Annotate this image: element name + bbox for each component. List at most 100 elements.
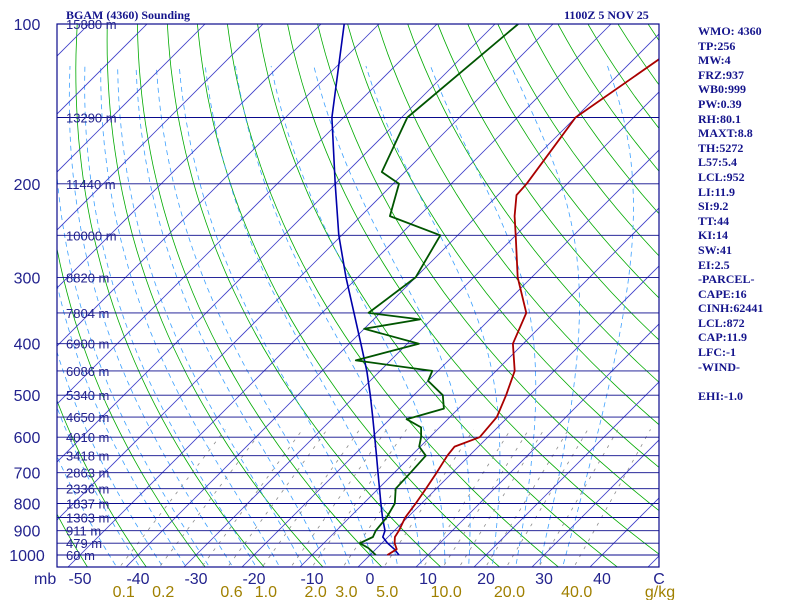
moist-adiabat-line: [178, 65, 375, 567]
index-item: SI:9.2: [698, 199, 729, 214]
index-item: LI:11.9: [698, 184, 736, 199]
pressure-tick-label: 500: [14, 388, 41, 405]
height-label: 6086 m: [66, 364, 109, 379]
isotherm-line: [357, 265, 659, 567]
height-label: 911 m: [66, 524, 101, 539]
moist-adiabat-line: [235, 65, 422, 567]
pressure-tick-label: 200: [14, 177, 41, 194]
height-label: 4650 m: [66, 410, 109, 425]
isotherm-line: [183, 91, 659, 567]
mixing-ratio-line: [227, 429, 328, 567]
mixing-ratio-line: [442, 429, 530, 567]
height-label: 1363 m: [66, 511, 109, 526]
isotherm-line: [531, 439, 659, 567]
pressure-tick-label: 600: [14, 430, 41, 447]
index-item: TP:256: [698, 38, 736, 53]
mixing-ratio-line: [119, 429, 226, 567]
chart-grid: [0, 12, 659, 573]
index-item: L57:5.4: [698, 155, 737, 170]
sounding-traces: [331, 24, 659, 556]
dry-adiabat-line: [347, 24, 659, 468]
height-label: 3418 m: [66, 449, 109, 464]
dry-adiabat-line: [136, 24, 383, 567]
index-item: RH:80.1: [698, 111, 741, 126]
temperature-tick-label: 40: [593, 571, 611, 588]
index-item: WB0:999: [698, 82, 746, 97]
temperature-unit-label: C: [653, 571, 665, 588]
mixing-ratio-tick-label: 20.0: [494, 584, 525, 600]
isotherm-line: [57, 24, 322, 289]
isotherm-line: [57, 24, 496, 463]
temperature-tick-label: -30: [184, 571, 207, 588]
temperature-tick-label: 10: [419, 571, 437, 588]
height-label: 11440 m: [66, 177, 116, 192]
pressure-tick-label: 100: [14, 17, 41, 34]
index-item: -WIND-: [698, 359, 740, 374]
moist-adiabat-line: [562, 65, 634, 567]
isotherm-line: [241, 149, 659, 567]
isotherm-line: [473, 381, 659, 567]
height-label: 1837 m: [66, 497, 109, 512]
chart-timestamp: 1100Z 5 NOV 25: [564, 8, 649, 22]
dry-adiabat-line: [497, 24, 659, 257]
index-item: LCL:872: [698, 315, 745, 330]
height-label: 2863 m: [66, 466, 109, 481]
mixing-ratio-line: [158, 429, 264, 567]
dry-adiabat-line: [197, 24, 501, 567]
moist-adiabat-line: [430, 65, 537, 567]
mixing-ratio-line: [538, 429, 619, 567]
parcel-trace: [331, 24, 400, 556]
pressure-tick-label: 1000: [9, 548, 45, 565]
index-item: CINH:62441: [698, 301, 764, 316]
mixing-ratio-line: [290, 429, 388, 567]
mixing-ratio-tick-label: 2.0: [304, 584, 326, 600]
mixing-ratio-line: [261, 429, 361, 567]
isotherm-line: [57, 24, 438, 405]
moist-adiabat-line: [155, 65, 351, 567]
index-item: CAPE:16: [698, 286, 747, 301]
moist-adiabat-line: [68, 65, 234, 567]
mixing-ratio-tick-label: 5.0: [376, 584, 398, 600]
height-label: 2336 m: [66, 482, 109, 497]
mixing-ratio-line: [423, 429, 512, 567]
pressure-tick-label: 900: [14, 524, 41, 541]
plot-frame: [56, 23, 660, 568]
mixing-ratio-unit-label: g/kg: [645, 584, 675, 600]
mixing-ratio-tick-label: 1.0: [255, 584, 277, 600]
dry-adiabat-line: [407, 24, 659, 383]
pressure-unit-label: mb: [34, 571, 56, 588]
height-label: 8820 m: [66, 270, 109, 285]
dewpoint-trace: [354, 24, 519, 556]
mixing-ratio-line: [201, 429, 303, 567]
index-item: EI:2.5: [698, 257, 730, 272]
index-item: TT:44: [698, 213, 730, 228]
dry-adiabat-line: [527, 24, 659, 215]
chart-title: BGAM (4360) Sounding: [66, 8, 190, 22]
stability-indices-panel: WMO: 4360 TP:256 MW:4 FRZ:937 WB0:999 PW:0.39…: [698, 24, 798, 403]
index-item: [698, 374, 798, 389]
mixing-ratio-line: [506, 429, 589, 567]
height-label: 7804 m: [66, 306, 109, 321]
height-label: 15880 m: [66, 17, 117, 32]
dry-adiabat-line: [437, 24, 659, 341]
dry-adiabat-line: [57, 399, 147, 567]
temperature-tick-label: -50: [68, 571, 91, 588]
dry-adiabat-line: [467, 24, 659, 299]
dry-adiabat-line: [557, 24, 659, 172]
height-label: 68 m: [66, 548, 95, 563]
isotherm-line: [0, 12, 43, 573]
pressure-tick-label: 800: [14, 497, 41, 514]
temperature-tick-label: 30: [535, 571, 553, 588]
index-item: SW:41: [698, 242, 733, 257]
height-label: 6900 m: [66, 337, 109, 352]
isotherm-line: [57, 24, 554, 521]
isotherm-line: [57, 24, 380, 347]
dry-adiabat-line: [227, 24, 560, 567]
height-label: 4010 m: [66, 430, 109, 445]
index-item: FRZ:937: [698, 67, 744, 82]
index-item: -PARCEL-: [698, 272, 755, 287]
mixing-ratio-tick-label: 0.1: [113, 584, 135, 600]
index-item: MW:4: [698, 53, 731, 68]
index-item: LFC:-1: [698, 345, 736, 360]
